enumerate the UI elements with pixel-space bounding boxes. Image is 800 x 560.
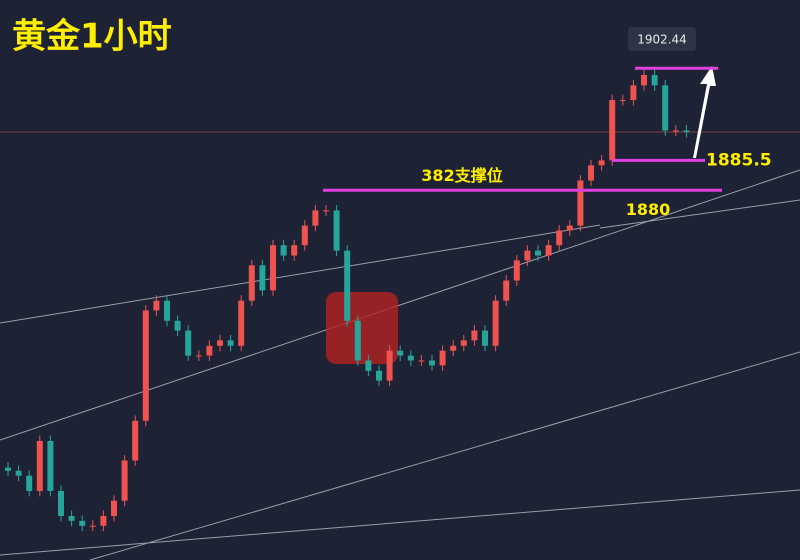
candle-body — [535, 250, 541, 256]
candles — [5, 69, 690, 532]
candle-body — [68, 515, 75, 521]
candle-body — [333, 210, 340, 251]
candle-body — [227, 340, 234, 346]
candle-body — [195, 355, 202, 357]
arrow — [693, 66, 716, 158]
candle-body — [111, 500, 117, 516]
candle-body — [545, 245, 552, 256]
support-value: 1880 — [626, 200, 671, 219]
candle-body — [206, 345, 213, 356]
candle-body — [429, 360, 435, 366]
candle-body — [58, 490, 64, 516]
candle-body — [79, 520, 86, 526]
candle-body — [588, 165, 594, 181]
candle-body — [100, 515, 107, 526]
price-tag-box — [628, 27, 696, 51]
candle-body — [248, 265, 255, 301]
candle-body — [577, 180, 584, 226]
candle-body — [450, 345, 457, 351]
candle-body — [556, 230, 563, 246]
candle-body — [672, 130, 679, 132]
candle-body — [418, 360, 425, 362]
candle-body — [397, 350, 404, 356]
candle-body — [301, 225, 308, 246]
candle-body — [174, 320, 181, 331]
candle-body — [609, 100, 616, 161]
candle-body — [630, 85, 637, 101]
candle-body — [291, 245, 298, 256]
candle-body — [503, 280, 510, 301]
candle-body — [651, 75, 658, 86]
candle-body — [121, 460, 128, 501]
candle-body — [524, 250, 531, 261]
target-value: 1885.5 — [706, 150, 772, 170]
stamp — [326, 292, 398, 364]
candle-body — [323, 210, 329, 212]
candle-body — [217, 340, 223, 346]
candle-body — [132, 420, 139, 461]
candle-body — [280, 245, 287, 256]
candle-body — [492, 300, 499, 346]
support-label: 382支撑位 — [421, 166, 502, 185]
candle-body — [238, 300, 245, 346]
candle-body — [270, 245, 276, 291]
candle-body — [566, 225, 573, 231]
candle-body — [47, 440, 54, 491]
candle-body — [407, 355, 414, 361]
candle-body — [142, 310, 149, 421]
candle-body — [312, 210, 319, 226]
candle-body — [386, 350, 393, 381]
candle-body — [482, 330, 488, 346]
candle-body — [344, 250, 351, 321]
candle-body — [164, 300, 170, 321]
trend-line — [0, 489, 800, 556]
candle-body — [460, 340, 467, 346]
candle-body — [598, 160, 605, 166]
trend-line — [0, 224, 601, 324]
candle-body — [354, 320, 361, 361]
chart-title: 黄金1小时 — [12, 17, 172, 57]
trend-line — [0, 169, 800, 441]
candle-body — [662, 85, 669, 131]
candle-body — [259, 265, 266, 291]
candle-body — [26, 475, 33, 491]
candle-body — [153, 300, 160, 311]
candle-body — [439, 350, 446, 366]
candle-body — [619, 100, 626, 102]
candle-body — [471, 330, 478, 341]
candle-body — [376, 370, 382, 381]
candle-body — [185, 330, 192, 356]
candle-body — [365, 360, 372, 371]
candle-body — [89, 525, 96, 527]
candle-body — [641, 75, 647, 86]
trend-lines — [0, 169, 800, 560]
candle-body — [15, 470, 22, 476]
candle-body — [513, 260, 520, 281]
trend-line — [599, 199, 800, 229]
trend-line — [89, 351, 800, 560]
candle-body — [5, 467, 11, 471]
candle-body — [36, 440, 43, 491]
price-tag: 1902.44 — [637, 33, 687, 47]
candle-body — [683, 130, 690, 133]
